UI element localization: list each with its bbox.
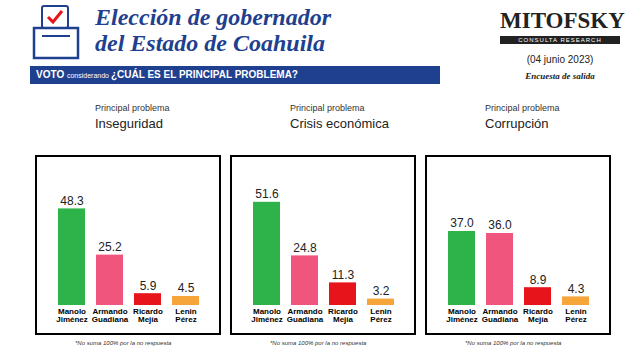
html-text:Principal problema: Principal problema — [290, 103, 365, 113]
html-text:Elección de gobernador: Elección de gobernador — [95, 4, 331, 30]
html-text:Principal problema: Principal problema — [485, 103, 560, 113]
html-text:Corrupción: Corrupción — [485, 116, 549, 131]
html-text:MITOFSKY: MITOFSKY — [500, 8, 625, 33]
svg-text:ManoloJiménez: ManoloJiménez — [251, 307, 283, 324]
svg-text:LeninPérez: LeninPérez — [175, 307, 196, 324]
svg-text:11.3: 11.3 — [332, 268, 355, 282]
html-text:Crisis económica: Crisis económica — [290, 116, 389, 131]
html-text:del Estado de Coahuila: del Estado de Coahuila — [95, 30, 325, 56]
svg-text:LeninPérez: LeninPérez — [565, 307, 586, 324]
svg-text:LeninPérez: LeninPérez — [370, 307, 391, 324]
svg-text:4.5: 4.5 — [178, 281, 195, 295]
svg-text:25.2: 25.2 — [98, 240, 122, 254]
svg-text:ArmandoGuadiana: ArmandoGuadiana — [482, 307, 519, 324]
svg-text:3.2: 3.2 — [373, 284, 390, 298]
svg-text:36.0: 36.0 — [488, 218, 512, 232]
svg-text:RicardoMejía: RicardoMejía — [328, 307, 358, 324]
html-text:Inseguridad: Inseguridad — [95, 116, 163, 131]
svg-text:37.0: 37.0 — [450, 216, 474, 230]
html-text:*No suma 100% por la no respue: *No suma 100% por la no respuesta — [75, 340, 172, 346]
html-text:Encuesta de salida: Encuesta de salida — [525, 71, 595, 81]
html-text:(04 junio 2023): (04 junio 2023) — [526, 54, 594, 65]
html-text:VOTOconsiderando¿CUÁL ES EL PR: VOTOconsiderando¿CUÁL ES EL PRINCIPAL PR… — [36, 69, 298, 80]
svg-text:24.8: 24.8 — [293, 241, 317, 255]
svg-text:RicardoMejía: RicardoMejía — [523, 307, 553, 324]
svg-text:ManoloJiménez: ManoloJiménez — [56, 307, 88, 324]
svg-text:ArmandoGuadiana: ArmandoGuadiana — [287, 307, 324, 324]
html-text:*No suma 100% por la no respue: *No suma 100% por la no respuesta — [270, 340, 367, 346]
html-text:CONSULTA RESEARCH: CONSULTA RESEARCH — [518, 37, 602, 43]
svg-text:5.9: 5.9 — [140, 279, 157, 293]
svg-text:51.6: 51.6 — [255, 187, 279, 201]
svg-text:RicardoMejía: RicardoMejía — [133, 307, 163, 324]
svg-text:4.3: 4.3 — [568, 282, 585, 296]
svg-text:ManoloJiménez: ManoloJiménez — [446, 307, 478, 324]
html-text:Principal problema: Principal problema — [95, 103, 170, 113]
html-text:*No suma 100% por la no respue: *No suma 100% por la no respuesta — [465, 340, 562, 346]
svg-text:48.3: 48.3 — [60, 194, 84, 208]
svg-text:8.9: 8.9 — [530, 273, 547, 287]
svg-text:ArmandoGuadiana: ArmandoGuadiana — [92, 307, 129, 324]
